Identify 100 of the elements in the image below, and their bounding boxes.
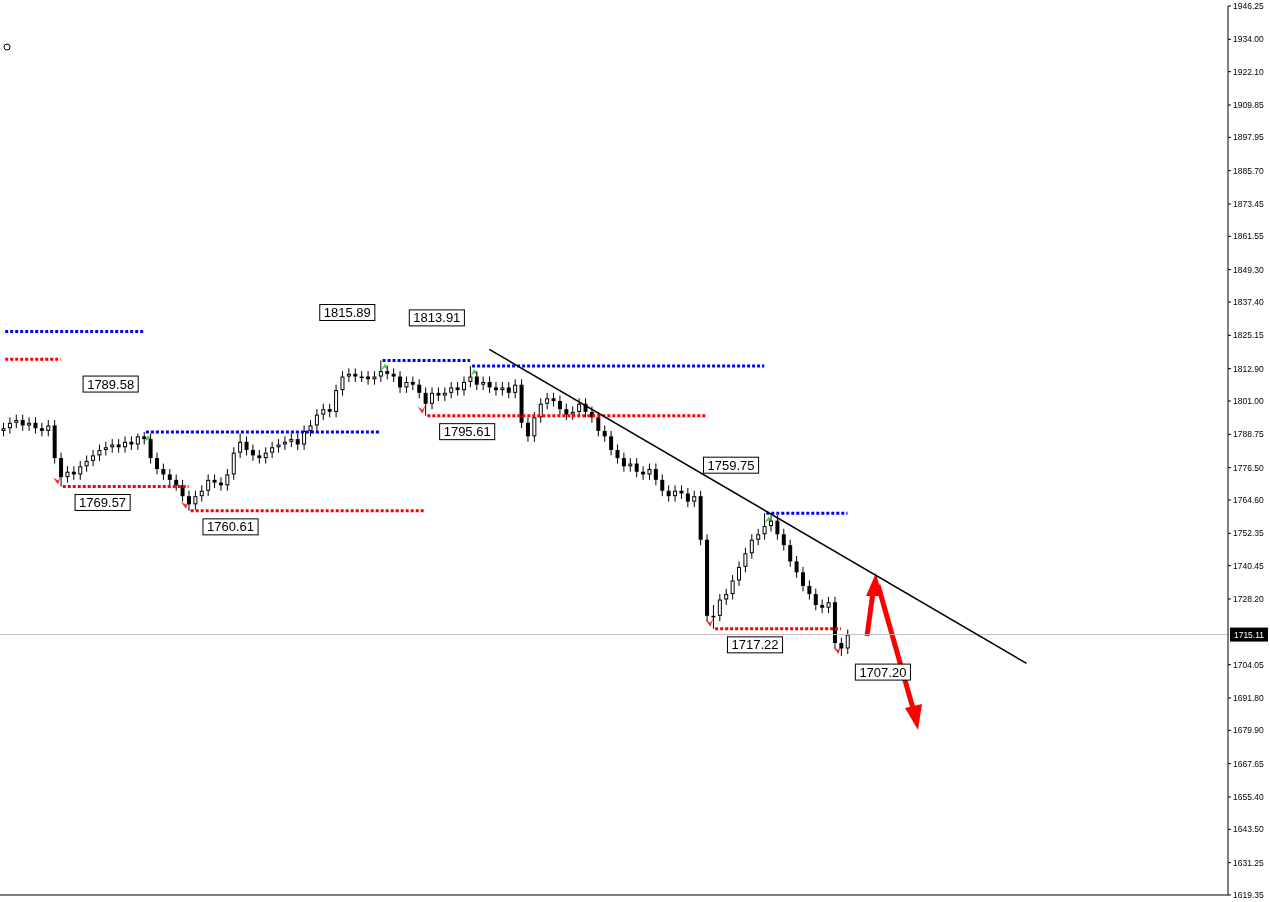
y-tick-label: 1885.70	[1233, 165, 1264, 176]
y-tick-label: 1922.10	[1233, 66, 1264, 77]
candlestick	[238, 433, 243, 459]
candlestick	[193, 490, 198, 511]
y-tick-label: 1897.95	[1233, 132, 1264, 143]
y-tick-label: 1837.40	[1233, 297, 1264, 308]
y-tick-label: 1764.60	[1233, 495, 1264, 506]
candlestick	[794, 555, 799, 579]
y-tick-label: 1788.75	[1233, 429, 1264, 440]
candlestick	[206, 473, 211, 497]
candlestick	[673, 484, 678, 503]
candlestick	[155, 452, 159, 475]
candlestick	[423, 386, 428, 417]
y-tick-label: 1776.50	[1233, 462, 1264, 473]
text: 1789.58	[87, 376, 135, 392]
y-tick-label: 1740.45	[1233, 560, 1264, 571]
y-tick-label: 1934.00	[1233, 34, 1264, 45]
y-tick-label: 1752.35	[1233, 528, 1264, 539]
candlestick	[762, 512, 767, 541]
candlestick	[749, 533, 754, 560]
candlestick	[781, 528, 786, 552]
candlestick	[493, 381, 498, 397]
candlestick	[398, 370, 403, 394]
candlestick	[270, 441, 275, 459]
text: 1707.20	[859, 664, 907, 680]
candlestick	[378, 360, 383, 383]
y-tick-label: 1655.40	[1233, 791, 1264, 802]
y-tick-label: 1704.05	[1233, 659, 1264, 670]
text: 1795.61	[443, 424, 491, 440]
y-tick-label: 1946.25	[1233, 1, 1264, 12]
text: 1760.61	[207, 519, 255, 535]
y-tick-label: 1873.45	[1233, 199, 1264, 209]
y-tick-label: 1691.80	[1233, 692, 1264, 703]
text: 1769.57	[79, 494, 127, 510]
candlestick	[334, 384, 339, 418]
candlestick	[839, 637, 844, 657]
candlestick	[346, 367, 351, 383]
candlestick	[800, 566, 805, 592]
candlestick	[225, 468, 230, 492]
candlestick	[660, 473, 665, 497]
candlestick	[545, 392, 550, 410]
candlestick	[769, 514, 773, 533]
candlestick	[302, 424, 307, 451]
y-tick-label: 1679.90	[1233, 725, 1264, 736]
y-tick-label: 1849.30	[1233, 264, 1264, 275]
candlestick	[91, 449, 96, 467]
y-tick-label: 1861.55	[1233, 231, 1264, 242]
candlestick	[282, 435, 287, 451]
candlestick	[685, 487, 690, 508]
candlestick	[609, 430, 614, 456]
candlestick	[468, 365, 473, 388]
candlestick	[244, 435, 249, 456]
candlestick	[557, 395, 562, 416]
candlestick	[788, 539, 793, 568]
candlestick	[653, 463, 658, 486]
candlestick	[634, 457, 639, 478]
candlestick	[148, 433, 153, 465]
candlestick	[743, 547, 748, 573]
candlestick	[813, 588, 818, 611]
candlestick	[513, 378, 518, 399]
candlestick	[186, 490, 191, 512]
text: 1815.89	[323, 305, 371, 321]
y-tick-label: 1909.85	[1233, 100, 1264, 111]
candlestick	[314, 408, 319, 432]
candlestick	[737, 560, 742, 587]
candlestick	[250, 444, 255, 462]
candlestick	[730, 574, 735, 601]
candlestick	[845, 628, 850, 655]
candlestick	[711, 604, 716, 630]
candlestick	[717, 593, 722, 622]
candlestick	[7, 416, 12, 435]
text: 1717.22	[731, 637, 779, 653]
candlestick	[340, 370, 345, 397]
text: 1759.75	[707, 457, 755, 473]
y-tick-label: 1801.00	[1233, 396, 1264, 407]
ref-line-label: 1715.11	[1233, 630, 1265, 641]
y-tick-label: 1667.65	[1233, 758, 1264, 769]
candlestick	[231, 446, 236, 481]
text: 1813.91	[413, 310, 461, 326]
candlestick	[615, 444, 620, 465]
y-tick-label: 1728.20	[1233, 594, 1264, 604]
candlestick	[775, 514, 780, 541]
candlestick	[532, 411, 537, 443]
y-tick-label: 1631.25	[1233, 857, 1264, 868]
candlestick	[39, 422, 44, 437]
candlestick	[474, 370, 479, 391]
y-tick-label: 1812.90	[1233, 363, 1264, 374]
candlestick	[807, 579, 812, 601]
candlestick	[621, 452, 626, 473]
candlestick	[78, 460, 83, 481]
candlestick	[417, 378, 422, 399]
y-tick-label: 1619.35	[1233, 890, 1264, 901]
y-tick-label: 1825.15	[1233, 330, 1264, 341]
candlestick	[123, 435, 128, 454]
candlestick	[27, 416, 32, 432]
candlestick	[430, 386, 435, 410]
y-tick-label: 1643.50	[1233, 824, 1264, 835]
candlestick	[462, 376, 466, 397]
candlestick	[525, 416, 530, 443]
candlestick	[59, 452, 64, 487]
